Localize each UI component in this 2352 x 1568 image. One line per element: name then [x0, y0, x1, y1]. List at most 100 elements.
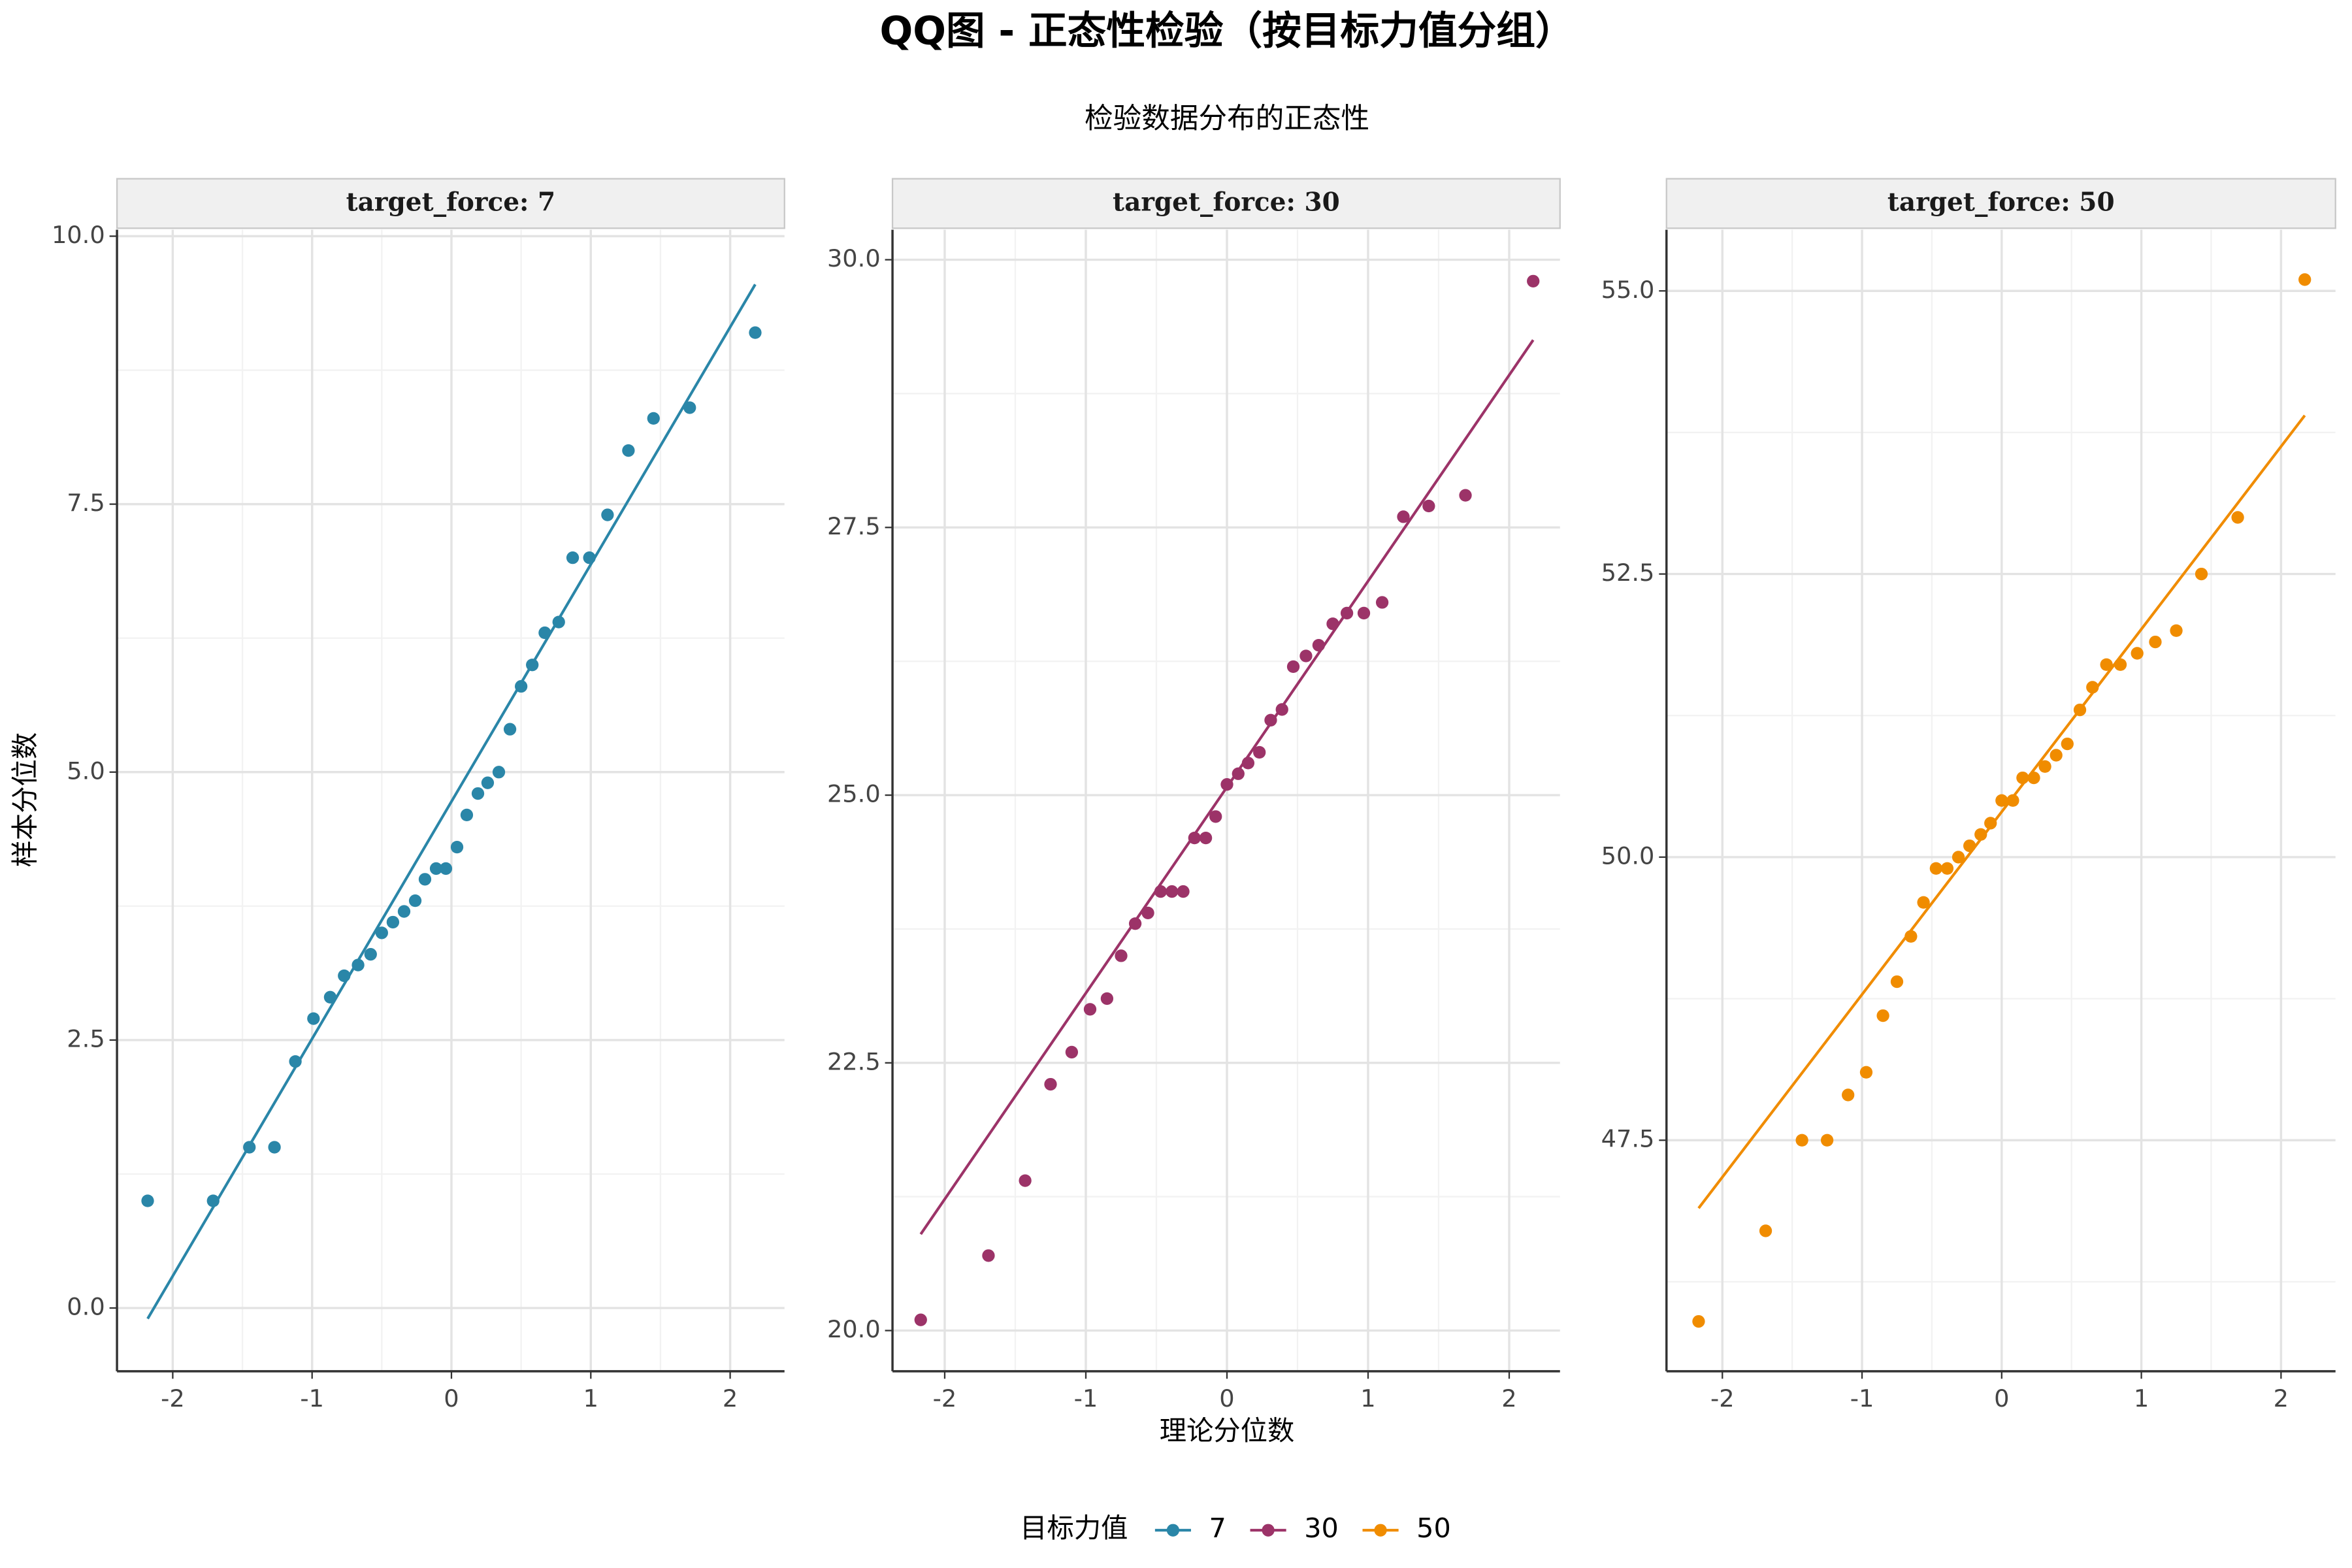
data-point — [2231, 511, 2244, 524]
data-point — [141, 1194, 154, 1207]
data-point — [338, 969, 351, 983]
data-point — [268, 1141, 281, 1154]
data-point — [538, 626, 551, 640]
data-point — [1459, 489, 1472, 502]
y-tick-label: 20.0 — [827, 1315, 881, 1343]
legend-label: 30 — [1304, 1512, 1339, 1544]
legend-key-point — [1374, 1524, 1387, 1537]
data-point — [503, 723, 517, 736]
y-tick-label: 7.5 — [67, 489, 105, 517]
data-point — [289, 1055, 302, 1068]
data-point — [1963, 839, 1976, 853]
data-point — [1397, 510, 1410, 523]
data-point — [1083, 1003, 1097, 1016]
data-point — [460, 808, 474, 822]
facet-strip-label: target_force: 30 — [1113, 188, 1340, 218]
data-point — [1974, 828, 1987, 841]
data-point — [749, 326, 762, 339]
data-point — [1692, 1315, 1705, 1328]
facet-strip-label: target_force: 7 — [346, 188, 556, 218]
chart-subtitle: 检验数据分布的正态性 — [1085, 103, 1369, 135]
data-point — [1952, 851, 1965, 864]
data-point — [1115, 949, 1128, 962]
data-point — [1241, 757, 1255, 770]
data-point — [2050, 749, 2063, 762]
data-point — [375, 926, 388, 939]
data-point — [2195, 567, 2208, 581]
x-tick-label: 1 — [583, 1384, 598, 1413]
data-point — [1264, 713, 1277, 727]
x-tick-label: -2 — [161, 1384, 185, 1413]
data-point — [1357, 606, 1371, 620]
data-point — [2006, 794, 2019, 807]
data-point — [492, 766, 506, 779]
data-point — [1890, 975, 1904, 988]
data-point — [206, 1194, 220, 1207]
x-tick-label: -2 — [1710, 1384, 1735, 1413]
facet-strip — [1665, 178, 2336, 229]
data-point — [2114, 658, 2127, 671]
data-point — [583, 551, 596, 564]
data-point — [1177, 885, 1190, 898]
data-point — [647, 412, 660, 425]
y-tick-label: 22.5 — [827, 1047, 881, 1075]
x-tick-label: 0 — [1994, 1384, 2009, 1413]
x-tick-label: 2 — [1501, 1384, 1516, 1413]
data-point — [2131, 647, 2144, 660]
facet-strip — [116, 178, 785, 229]
x-tick-label: -1 — [1850, 1384, 1874, 1413]
chart-title: QQ图 - 正态性检验（按目标力值分组） — [879, 8, 1574, 54]
x-tick-label: -2 — [933, 1384, 957, 1413]
data-point — [2073, 703, 2087, 717]
y-tick-label: 25.0 — [827, 780, 881, 808]
data-point — [429, 862, 443, 875]
data-point — [2038, 760, 2051, 773]
data-point — [418, 873, 432, 886]
data-point — [1795, 1134, 1808, 1147]
data-point — [1422, 499, 1435, 513]
reference-line — [1697, 414, 2306, 1209]
data-point — [914, 1313, 927, 1326]
data-point — [1995, 794, 2008, 807]
data-point — [2061, 737, 2074, 751]
y-tick-label: 50.0 — [1601, 841, 1655, 870]
legend-title: 目标力值 — [1020, 1512, 1128, 1544]
data-point — [1232, 767, 1245, 780]
data-point — [1220, 778, 1233, 791]
data-point — [526, 659, 539, 672]
data-point — [2027, 771, 2040, 785]
data-point — [1286, 660, 1300, 674]
data-point — [351, 958, 365, 972]
data-point — [1842, 1088, 1855, 1102]
y-tick-label: 27.5 — [827, 512, 881, 540]
legend-key-point — [1166, 1524, 1180, 1537]
data-point — [2298, 273, 2311, 286]
data-point — [552, 615, 565, 629]
data-point — [1100, 992, 1114, 1005]
data-point — [1759, 1224, 1772, 1237]
x-tick-label: 0 — [1219, 1384, 1234, 1413]
x-tick-label: -1 — [1074, 1384, 1098, 1413]
y-tick-label: 10.0 — [52, 221, 105, 249]
y-axis-label: 样本分位数 — [9, 732, 41, 868]
facet-strip-label: target_force: 50 — [1887, 188, 2115, 218]
data-point — [1876, 1009, 1889, 1022]
data-point — [1984, 817, 1997, 830]
x-tick-label: 1 — [2134, 1384, 2149, 1413]
data-point — [1527, 274, 1540, 287]
data-point — [2016, 771, 2029, 785]
y-tick-label: 47.5 — [1601, 1125, 1655, 1153]
data-point — [2086, 681, 2099, 694]
data-point — [307, 1012, 320, 1025]
x-tick-label: 2 — [723, 1384, 738, 1413]
y-tick-label: 52.5 — [1601, 559, 1655, 587]
data-point — [2149, 635, 2162, 649]
y-tick-label: 0.0 — [67, 1293, 105, 1321]
data-point — [450, 840, 464, 854]
data-point — [1199, 831, 1213, 845]
data-point — [1141, 906, 1154, 919]
data-point — [1940, 862, 1954, 875]
data-point — [1166, 885, 1179, 898]
data-point — [1019, 1174, 1032, 1187]
data-point — [1253, 745, 1266, 759]
